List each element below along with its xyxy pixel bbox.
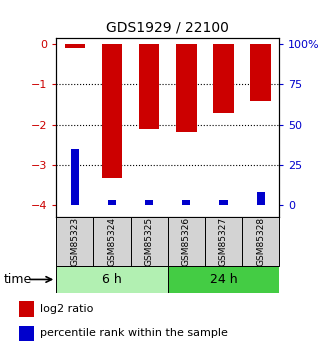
Bar <box>168 266 279 293</box>
Bar <box>65 44 85 48</box>
Bar <box>19 326 34 341</box>
Text: 24 h: 24 h <box>210 273 237 286</box>
Bar <box>242 217 279 266</box>
Bar <box>145 200 153 205</box>
Text: log2 ratio: log2 ratio <box>40 304 93 314</box>
Bar <box>250 44 271 101</box>
Text: percentile rank within the sample: percentile rank within the sample <box>40 328 228 338</box>
Text: GSM85324: GSM85324 <box>108 217 117 266</box>
Text: time: time <box>3 273 31 286</box>
Bar <box>182 200 190 205</box>
Text: GSM85323: GSM85323 <box>70 217 79 266</box>
Bar <box>220 200 228 205</box>
Bar <box>256 193 265 205</box>
Text: GSM85328: GSM85328 <box>256 217 265 266</box>
Bar <box>102 44 122 178</box>
Text: 6 h: 6 h <box>102 273 122 286</box>
Bar <box>108 200 116 205</box>
Bar <box>213 44 234 114</box>
Text: GSM85326: GSM85326 <box>182 217 191 266</box>
Text: GSM85327: GSM85327 <box>219 217 228 266</box>
Bar <box>71 149 79 205</box>
Bar <box>56 217 93 266</box>
Title: GDS1929 / 22100: GDS1929 / 22100 <box>106 20 229 34</box>
Bar <box>131 217 168 266</box>
Bar <box>19 302 34 317</box>
Bar <box>176 44 196 132</box>
Bar <box>205 217 242 266</box>
Bar <box>139 44 159 129</box>
Bar <box>56 266 168 293</box>
Text: GSM85325: GSM85325 <box>145 217 154 266</box>
Bar <box>168 217 205 266</box>
Bar <box>93 217 131 266</box>
